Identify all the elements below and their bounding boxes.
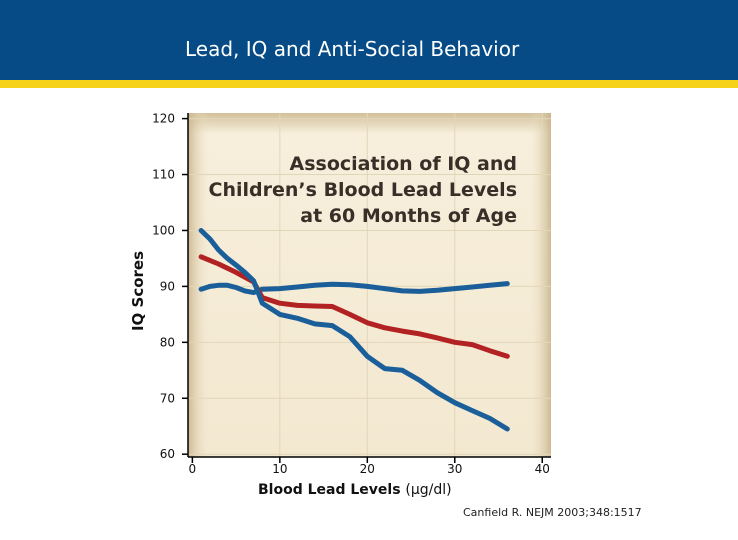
x-axis-label-unit: (μg/dl) bbox=[405, 482, 451, 498]
slide-title: Lead, IQ and Anti-Social Behavior bbox=[185, 37, 520, 61]
x-tick-label: 30 bbox=[447, 462, 462, 476]
header-band bbox=[0, 0, 738, 80]
y-tick-label: 100 bbox=[152, 223, 175, 237]
x-tick-label: 10 bbox=[272, 462, 287, 476]
chart-title-line: at 60 Months of Age bbox=[300, 205, 517, 227]
series-line-upper bbox=[198, 281, 510, 296]
y-axis-label: IQ Scores bbox=[129, 251, 147, 331]
y-tick-label: 70 bbox=[160, 391, 175, 405]
x-tick-label: 0 bbox=[189, 462, 197, 476]
x-axis-label: Blood Lead Levels (μg/dl) bbox=[258, 482, 452, 498]
y-tick-label: 60 bbox=[160, 447, 175, 461]
y-tick-label: 90 bbox=[160, 279, 175, 293]
x-tick-label: 20 bbox=[360, 462, 375, 476]
x-tick-label: 40 bbox=[535, 462, 550, 476]
y-tick-label: 80 bbox=[160, 335, 175, 349]
series-line-lower bbox=[198, 228, 510, 432]
chart-title-line: Association of IQ and bbox=[290, 153, 517, 175]
chart-title-line: Children’s Blood Lead Levels bbox=[209, 179, 517, 201]
x-axis-label-text: Blood Lead Levels bbox=[258, 482, 405, 498]
y-tick-label: 110 bbox=[152, 168, 175, 182]
header-stripe bbox=[0, 80, 738, 88]
citation: Canfield R. NEJM 2003;348:1517 bbox=[463, 506, 642, 519]
y-tick-label: 120 bbox=[152, 112, 175, 126]
